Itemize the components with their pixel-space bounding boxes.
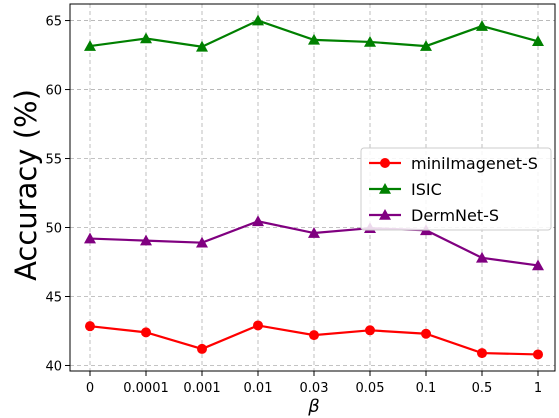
legend-marker (379, 209, 391, 220)
data-point (141, 327, 151, 338)
data-point (477, 348, 487, 359)
legend-marker (379, 183, 391, 194)
data-point (532, 35, 544, 47)
series-lines (84, 14, 544, 360)
data-point (308, 227, 320, 238)
legend: miniImagenet-S ISIC DermNet-S (360, 147, 552, 231)
y-tick-label: 50 (45, 222, 62, 237)
legend-label: miniImagenet-S (411, 154, 538, 173)
x-tick-label: 0.0001 (123, 381, 169, 396)
data-point (532, 259, 544, 271)
data-point (476, 20, 488, 31)
data-point (533, 349, 543, 360)
data-point (84, 40, 96, 51)
data-point (308, 33, 320, 45)
data-point (196, 236, 208, 248)
y-axis-label: Accuracy (%) (9, 89, 43, 281)
y-tick-label: 60 (45, 84, 62, 99)
x-tick-label: 0.01 (244, 381, 273, 396)
data-point (197, 343, 207, 354)
data-point (85, 321, 95, 332)
x-axis-label: β (307, 396, 320, 417)
x-tick-label: 0.1 (416, 381, 437, 396)
axis-ticks: 0 0.0001 0.001 0.01 0.03 0.05 0.1 0.5 1 40 45 50 55 6… (45, 15, 542, 396)
legend-box (360, 147, 552, 231)
x-tick-label: 0.001 (183, 381, 220, 396)
x-tick-label: 0.05 (356, 381, 385, 396)
y-tick-label: 65 (45, 15, 62, 30)
data-point (252, 215, 264, 227)
y-tick-label: 40 (45, 359, 62, 374)
x-tick-label: 0.5 (472, 381, 493, 396)
data-point (84, 232, 96, 244)
series-isic (84, 14, 544, 52)
data-point (140, 32, 152, 44)
x-tick-label: 0.03 (300, 381, 329, 396)
data-point (365, 325, 375, 336)
legend-marker (380, 158, 390, 168)
y-tick-label: 45 (45, 290, 62, 305)
data-point (253, 320, 263, 331)
data-point (476, 251, 488, 263)
data-point (420, 40, 432, 51)
series-miniimagenet-s (85, 320, 543, 360)
legend-label: ISIC (411, 180, 442, 199)
data-point (309, 330, 319, 341)
data-point (140, 234, 152, 246)
y-tick-label: 55 (45, 153, 62, 168)
plot-frame (69, 3, 556, 372)
data-point (252, 14, 264, 26)
data-point (364, 35, 376, 47)
x-tick-label: 1 (534, 381, 542, 396)
data-point (196, 40, 208, 52)
legend-label: DermNet-S (411, 206, 499, 225)
data-point (421, 328, 431, 339)
x-tick-label: 0 (86, 381, 94, 396)
